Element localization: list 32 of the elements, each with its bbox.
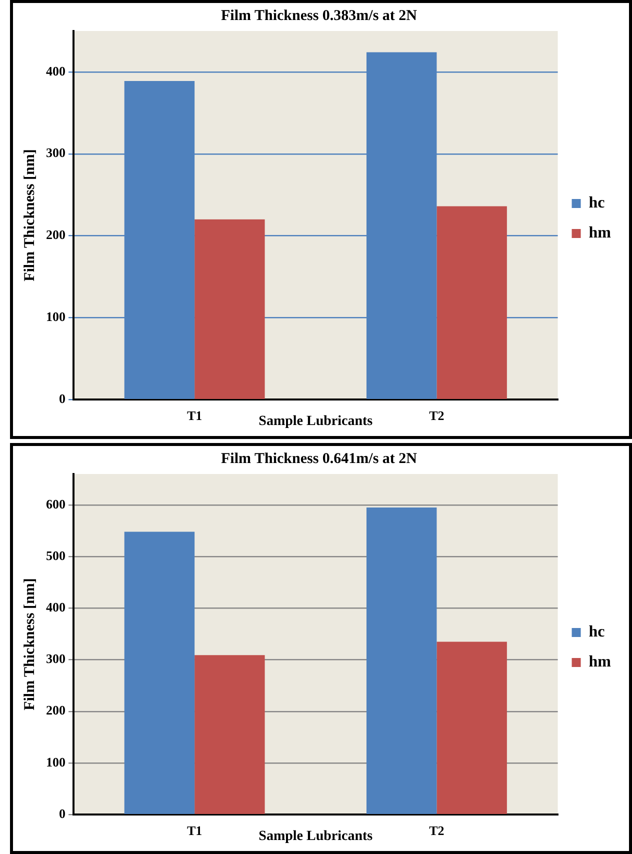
y-tick-label: 600	[46, 496, 66, 512]
y-axis-title: Film Thickness [nm]	[22, 578, 38, 710]
legend-label: hm	[588, 654, 612, 671]
bar	[366, 508, 437, 814]
x-tick-label: T1	[186, 822, 202, 838]
legend-label: hc	[588, 624, 605, 641]
y-axis-title: Film Thickness [nm]	[22, 149, 38, 282]
legend-label: hm	[588, 224, 612, 242]
bar	[124, 532, 195, 814]
y-tick-label: 300	[46, 651, 66, 666]
chart-title: Film Thickness 0.641m/s at 2N	[221, 450, 418, 467]
y-tick-label: 200	[46, 227, 66, 242]
y-tick-label: 500	[46, 548, 66, 563]
y-tick-label: 100	[46, 754, 66, 770]
y-tick-label: 0	[59, 806, 66, 821]
x-tick-label: T1	[186, 408, 202, 423]
y-tick-label: 0	[59, 390, 66, 406]
x-axis-title: Sample Lubricants	[258, 829, 374, 844]
bar	[194, 219, 265, 399]
y-tick-label: 300	[46, 145, 66, 160]
y-tick-label: 400	[46, 63, 66, 78]
bar	[436, 206, 507, 399]
chart-title: Film Thickness 0.383m/s at 2N	[221, 8, 418, 24]
y-tick-label: 100	[46, 309, 66, 324]
y-tick-label: 400	[46, 600, 66, 615]
bar	[436, 642, 507, 814]
x-tick-label: T2	[429, 822, 444, 838]
x-axis-title: Sample Lubricants	[258, 414, 374, 430]
y-tick-label: 200	[46, 702, 66, 718]
x-tick-label: T2	[429, 408, 444, 423]
legend-label: hc	[588, 194, 605, 212]
bar	[194, 655, 265, 814]
